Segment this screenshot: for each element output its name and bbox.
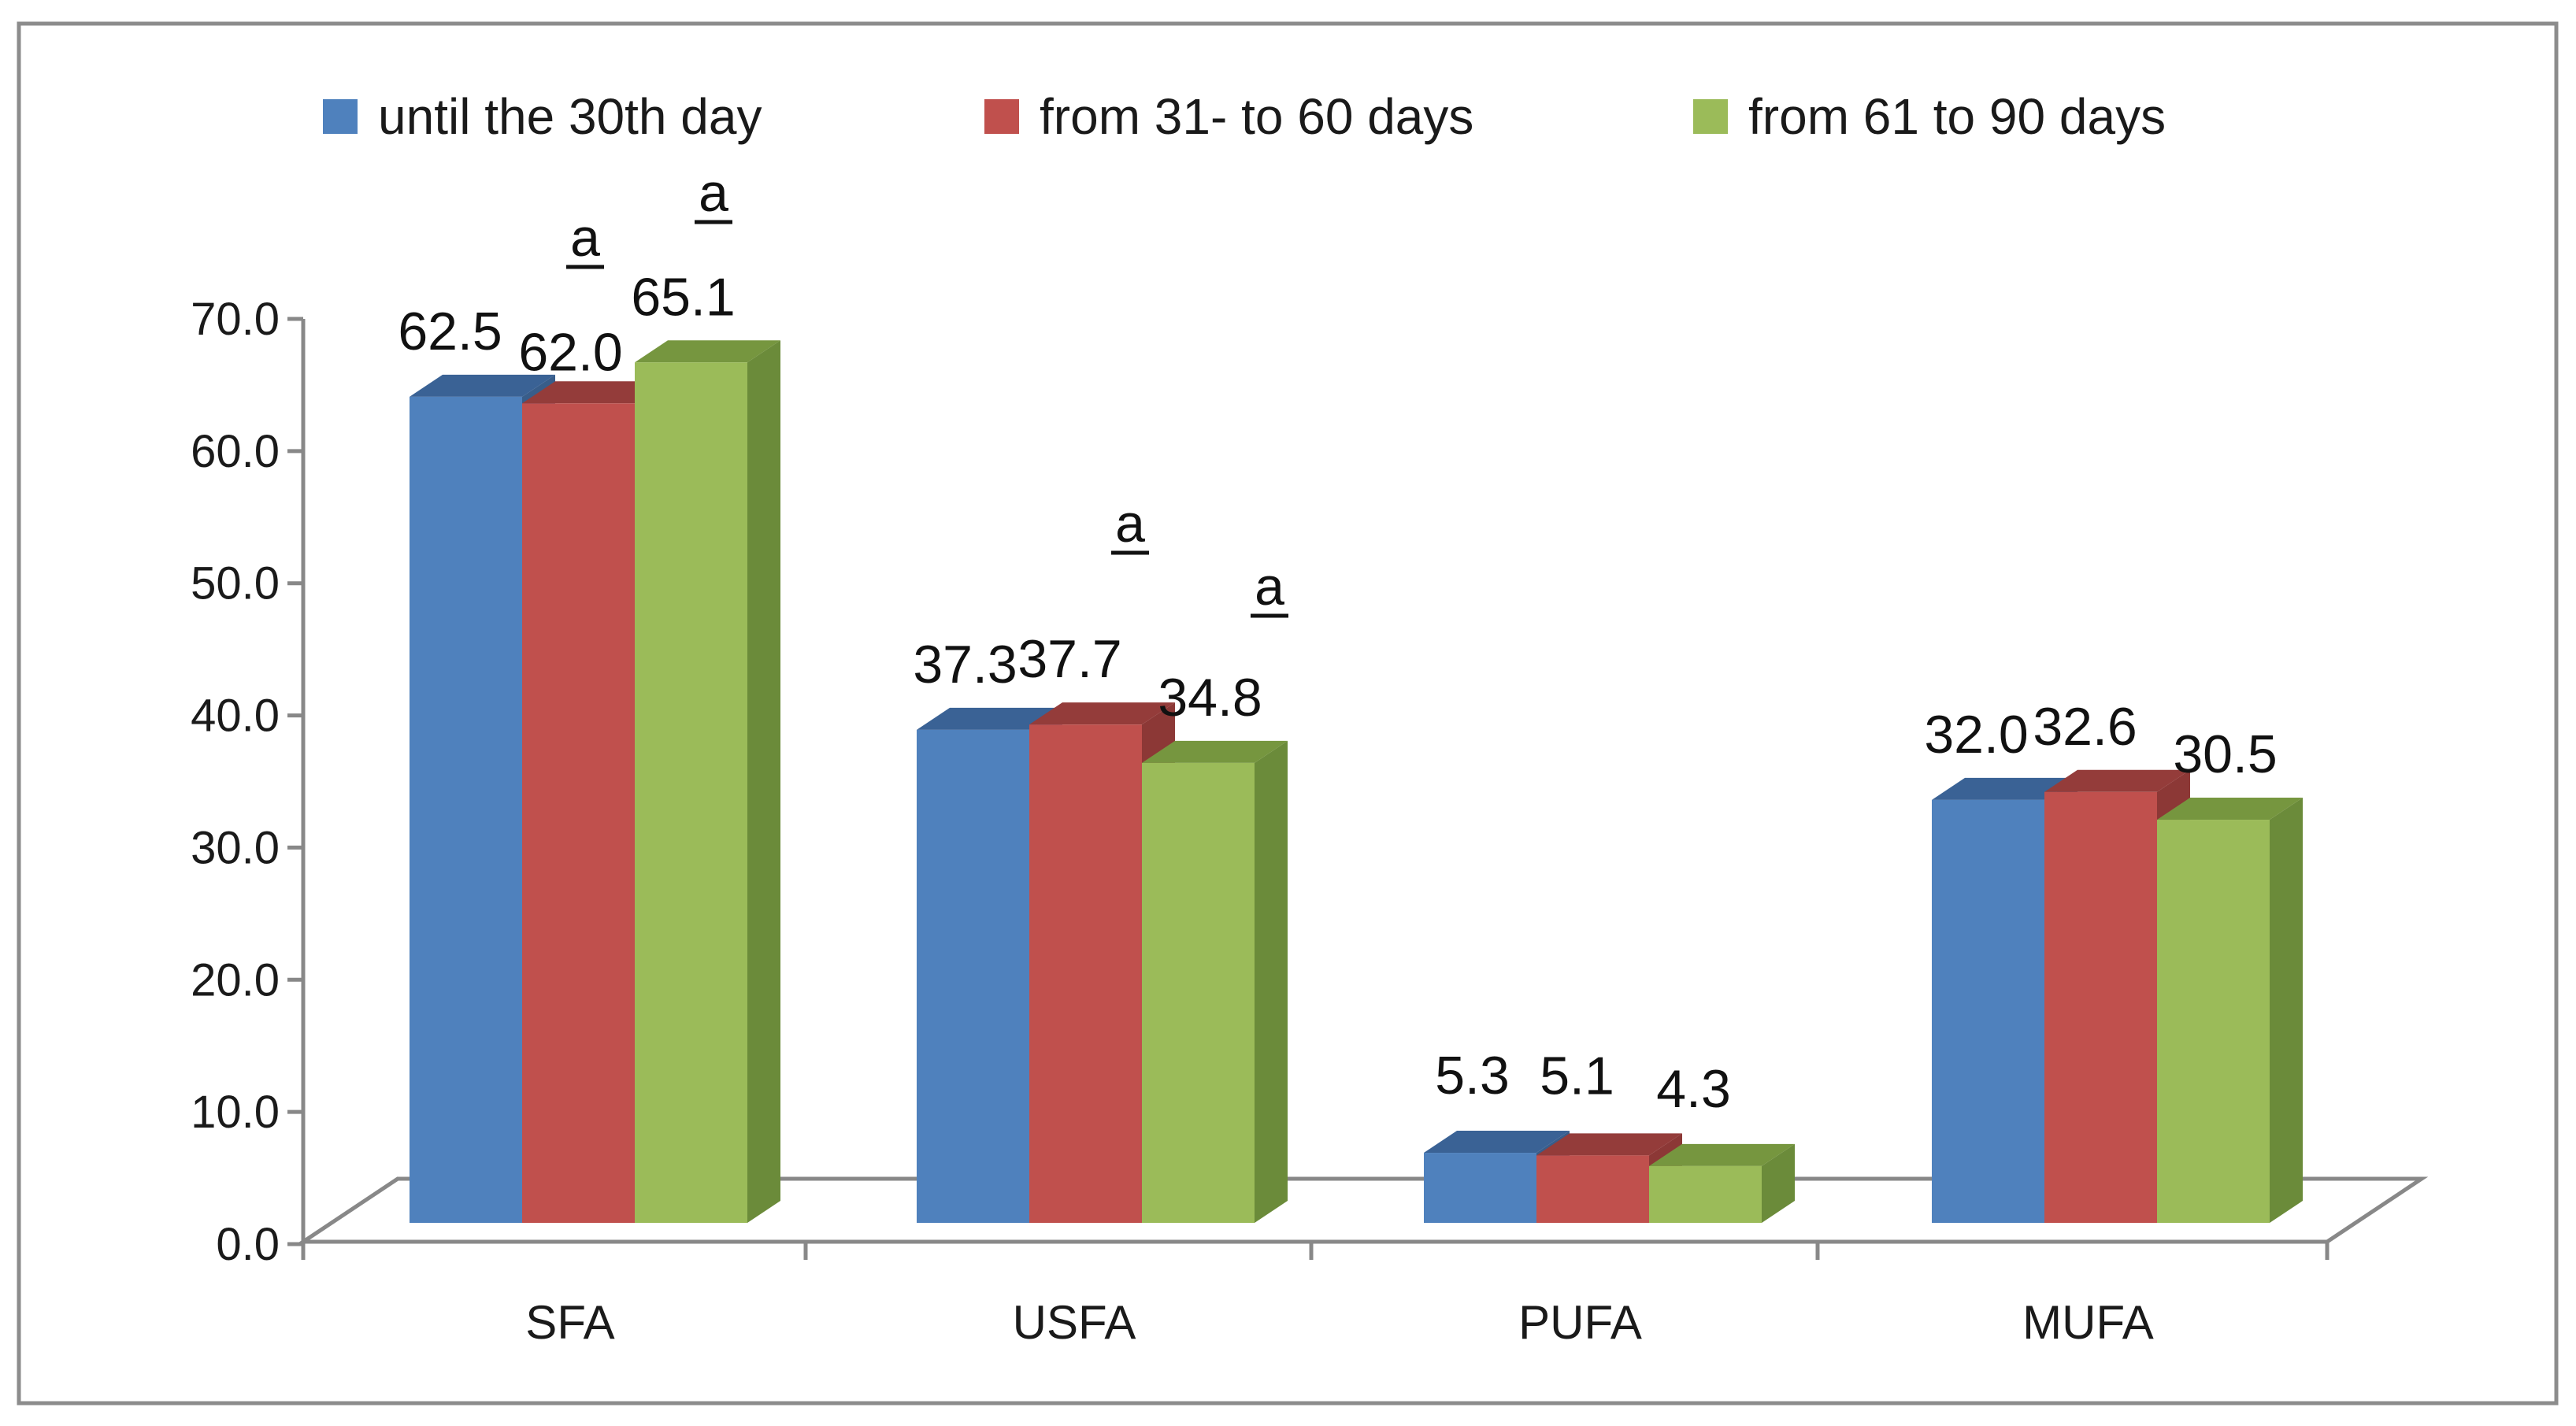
y-tick-label: 10.0 bbox=[191, 1087, 280, 1138]
data-label-pufa-from-61-to-90-days: 4.3 bbox=[1656, 1059, 1731, 1119]
bar-front bbox=[522, 403, 635, 1224]
y-tick-label: 30.0 bbox=[191, 822, 280, 873]
significance-mark-sfa-2: a bbox=[695, 163, 732, 224]
data-labels: 62.5 62.065.1 37.3 37.7 34.8 5.3 5.1 4.3 32.0 32.… bbox=[398, 267, 2277, 1119]
data-label-usfa-until-the-30th-day: 37.3 bbox=[913, 635, 1017, 694]
legend: until the 30th day from 31- to 60 days fro… bbox=[323, 88, 2166, 145]
bar-front bbox=[1536, 1155, 1649, 1223]
data-label-sfa-until-the-30th-day: 62.5 bbox=[398, 302, 502, 361]
bar-front bbox=[410, 396, 522, 1224]
bar-front bbox=[1932, 799, 2044, 1223]
bar-top bbox=[1424, 1131, 1570, 1154]
significance-letter: a bbox=[699, 163, 728, 223]
significance-mark-usfa-1: a bbox=[1111, 494, 1149, 555]
y-tick-label: 60.0 bbox=[191, 426, 280, 477]
legend-item-from-61-to-90-days: from 61 to 90 days bbox=[1693, 88, 2166, 145]
data-label-mufa-from-31-to-60-days: 32.6 bbox=[2033, 697, 2137, 757]
significance-letter: a bbox=[1255, 557, 1284, 617]
legend-label: from 61 to 90 days bbox=[1748, 88, 2166, 145]
data-label-usfa-from-31-to-60-days: 37.7 bbox=[1017, 629, 1121, 689]
bar-usfa-from-61-to-90-days bbox=[1142, 740, 1288, 1223]
bar-top bbox=[2157, 798, 2303, 820]
legend-swatch bbox=[323, 99, 358, 134]
bar-top bbox=[1029, 702, 1175, 725]
bar-top bbox=[1932, 777, 2077, 800]
significance-mark-sfa-1: a bbox=[566, 208, 604, 269]
data-label-mufa-from-61-to-90-days: 30.5 bbox=[2173, 724, 2277, 784]
legend-label: from 31- to 60 days bbox=[1040, 88, 1473, 145]
category-label-pufa: PUFA bbox=[1518, 1296, 1642, 1349]
bar-front bbox=[635, 362, 747, 1223]
category-label-mufa: MUFA bbox=[2022, 1296, 2154, 1349]
bar-mufa-from-61-to-90-days bbox=[2157, 798, 2303, 1223]
bar-front bbox=[1029, 724, 1142, 1223]
bar-front bbox=[2044, 791, 2157, 1223]
legend-item-from-31-to-60-days: from 31- to 60 days bbox=[984, 88, 1473, 145]
y-tick-label: 40.0 bbox=[191, 691, 280, 742]
data-label-pufa-until-the-30th-day: 5.3 bbox=[1435, 1046, 1510, 1106]
significance-letter: a bbox=[570, 208, 600, 268]
bar-top bbox=[522, 381, 668, 404]
bar-front bbox=[1649, 1165, 1762, 1223]
bar-side bbox=[747, 340, 780, 1223]
bar-top bbox=[1536, 1133, 1682, 1156]
bar-front bbox=[2157, 820, 2270, 1223]
bar-front bbox=[1424, 1153, 1536, 1223]
bar-top bbox=[635, 340, 780, 363]
bar-top bbox=[1649, 1143, 1795, 1166]
chart-floor bbox=[296, 1176, 2429, 1244]
bar-top bbox=[410, 374, 555, 397]
significance-mark-usfa-2: a bbox=[1251, 557, 1288, 618]
y-tick-label: 50.0 bbox=[191, 558, 280, 609]
significance-letter: a bbox=[1115, 494, 1145, 554]
bar-front bbox=[1142, 762, 1255, 1223]
bar-side bbox=[1255, 740, 1288, 1223]
y-tick-label: 0.0 bbox=[216, 1219, 280, 1270]
x-axis: SFA USFA PUFA MUFA bbox=[301, 1242, 2330, 1349]
y-tick-label: 70.0 bbox=[191, 294, 280, 345]
bar-front bbox=[917, 729, 1029, 1223]
bar-sfa-from-61-to-90-days bbox=[635, 340, 780, 1223]
bar-side bbox=[1762, 1143, 1795, 1223]
bar-pufa-from-61-to-90-days bbox=[1649, 1143, 1795, 1223]
bar-top bbox=[1142, 740, 1288, 763]
y-axis: 0.0 10.0 20.0 30.0 40.0 50.0 60.0 70.0 bbox=[191, 294, 306, 1270]
bars bbox=[410, 340, 2303, 1224]
legend-label: until the 30th day bbox=[378, 88, 762, 145]
category-label-usfa: USFA bbox=[1013, 1296, 1136, 1349]
data-label-usfa-from-61-to-90-days: 34.8 bbox=[1158, 668, 1262, 728]
legend-item-until-the-30th-day: until the 30th day bbox=[323, 88, 762, 145]
legend-swatch bbox=[984, 99, 1019, 134]
bar-top bbox=[2044, 769, 2190, 792]
significance-marks: a a a a bbox=[566, 163, 1288, 618]
legend-swatch bbox=[1693, 99, 1728, 134]
data-label-sfa-from-31-to-60-days: 62.0 bbox=[518, 322, 622, 382]
data-label-sfa-from-61-to-90-days: 65.1 bbox=[631, 267, 735, 327]
bar-top bbox=[917, 707, 1062, 730]
data-label-pufa-from-31-to-60-days: 5.1 bbox=[1540, 1046, 1614, 1106]
floor-plane bbox=[296, 1176, 2429, 1244]
y-tick-label: 20.0 bbox=[191, 954, 280, 1006]
category-label-sfa: SFA bbox=[525, 1296, 614, 1349]
bar-side bbox=[2270, 798, 2303, 1223]
data-label-mufa-until-the-30th-day: 32.0 bbox=[1924, 705, 2028, 765]
